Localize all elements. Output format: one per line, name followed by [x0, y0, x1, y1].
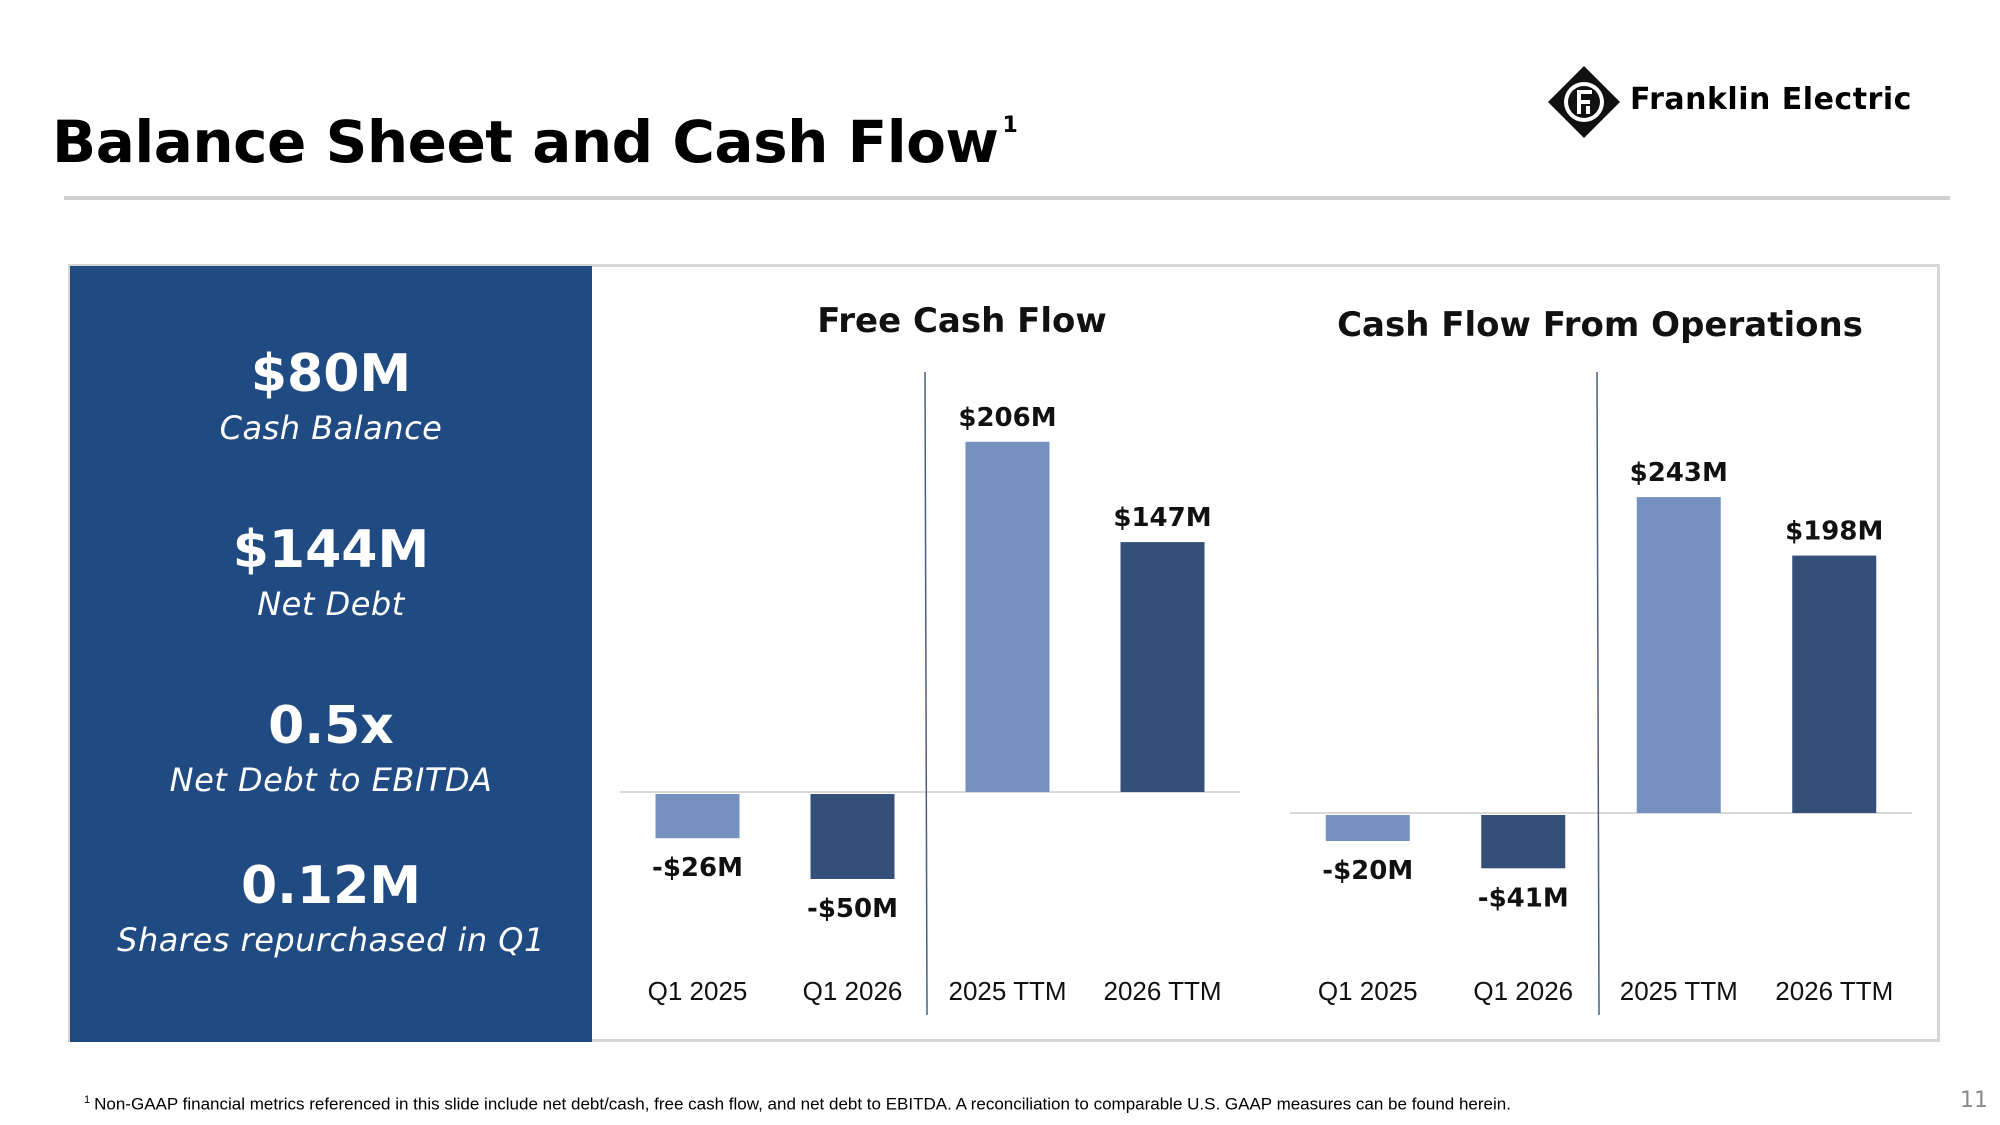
data-label: -$20M — [1322, 856, 1413, 886]
page-number: 11 — [1960, 1088, 1988, 1113]
data-label: $243M — [1630, 458, 1728, 488]
category-label: Q1 2026 — [1473, 976, 1573, 1006]
kpi-cash-balance: $80M Cash Balance — [70, 344, 592, 448]
bar-chart-2: Cash Flow From Operations -$20M Q1 2025 -$4… — [1290, 305, 1912, 1016]
data-label: $198M — [1785, 517, 1883, 547]
footnote: 1 Non-GAAP financial metrics referenced i… — [84, 1094, 1511, 1115]
bar — [655, 794, 740, 839]
bar — [1792, 555, 1877, 813]
data-label: -$26M — [652, 853, 743, 883]
kpi-net-debt-to-ebitda: 0.5x Net Debt to EBITDA — [70, 696, 592, 800]
category-label: Q1 2025 — [1318, 976, 1418, 1006]
bar-chart-1: Free Cash Flow -$26M Q1 2025 -$50M Q1 2026 $2… — [620, 301, 1240, 1016]
kpi-value: $80M — [250, 344, 412, 404]
category-label: Q1 2026 — [803, 976, 903, 1006]
kpi-label: Net Debt — [257, 585, 405, 623]
kpi-shares-repurchased: 0.12M Shares repurchased in Q1 — [70, 856, 592, 960]
franklin-electric-logo-icon — [1548, 66, 1620, 138]
bar — [1481, 815, 1566, 869]
logo-text: Franklin Electric — [1630, 82, 1912, 117]
footnote-text: Non-GAAP financial metrics referenced in… — [94, 1094, 1511, 1114]
company-logo: Franklin Electric — [1546, 62, 1926, 142]
chart-title: Cash Flow From Operations — [1337, 305, 1863, 345]
category-label: 2026 TTM — [1775, 976, 1893, 1006]
title-footnote-marker: 1 — [1002, 112, 1018, 138]
kpi-sidebar: $80M Cash Balance $144M Net Debt 0.5x Ne… — [70, 266, 592, 1042]
kpi-label: Cash Balance — [219, 409, 443, 447]
data-label: $147M — [1113, 503, 1211, 533]
kpi-label: Shares repurchased in Q1 — [117, 921, 545, 959]
bar — [1636, 497, 1721, 813]
bar — [1120, 542, 1205, 792]
kpi-value: 0.12M — [240, 856, 422, 916]
title-text: Balance Sheet and Cash Flow — [52, 108, 999, 176]
category-label: Q1 2025 — [648, 976, 748, 1006]
kpi-value: $144M — [232, 520, 430, 580]
bar — [965, 441, 1050, 792]
footnote-marker: 1 — [84, 1094, 91, 1106]
category-label: 2025 TTM — [1620, 976, 1738, 1006]
category-label: 2026 TTM — [1103, 976, 1221, 1006]
bar — [1325, 815, 1410, 841]
chart-title: Free Cash Flow — [817, 301, 1107, 341]
kpi-net-debt: $144M Net Debt — [70, 520, 592, 624]
bar — [810, 794, 895, 879]
category-label: 2025 TTM — [948, 976, 1066, 1006]
kpi-label: Net Debt to EBITDA — [169, 761, 493, 799]
data-label: -$50M — [807, 894, 898, 924]
title-divider — [64, 196, 1950, 200]
kpi-value: 0.5x — [268, 696, 394, 756]
period-divider-line — [924, 371, 928, 1016]
data-label: $206M — [958, 403, 1056, 433]
period-divider-line — [1596, 371, 1600, 1016]
page-title: Balance Sheet and Cash Flow 1 — [52, 108, 1018, 176]
data-label: -$41M — [1478, 883, 1569, 913]
